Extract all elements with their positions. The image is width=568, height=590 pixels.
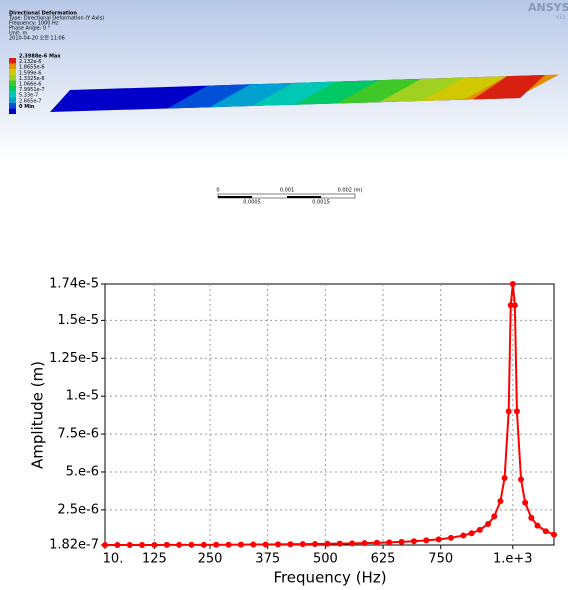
legend-swatch xyxy=(9,108,16,114)
data-point xyxy=(551,532,557,538)
data-point xyxy=(460,533,466,539)
y-tick-label: 1.e-5 xyxy=(66,389,99,404)
x-tick-label: 375 xyxy=(255,552,280,567)
data-point xyxy=(139,542,145,548)
legend-label: 0 Min xyxy=(19,104,35,110)
scale-seg xyxy=(287,196,321,198)
data-point xyxy=(510,281,516,287)
x-tick-label: 250 xyxy=(198,552,223,567)
data-point xyxy=(263,541,269,547)
legend-swatch xyxy=(9,58,16,64)
data-point xyxy=(522,500,528,506)
y-tick-label: 1.74e-5 xyxy=(49,277,99,292)
data-point xyxy=(477,527,483,533)
version: v12 xyxy=(556,15,565,21)
data-point xyxy=(151,542,157,548)
data-point xyxy=(512,302,518,308)
data-point xyxy=(176,542,182,548)
data-point xyxy=(543,528,549,534)
data-point xyxy=(337,541,343,547)
data-point xyxy=(287,541,293,547)
legend-swatch xyxy=(9,97,16,103)
data-point xyxy=(213,542,219,548)
x-tick-label: 750 xyxy=(428,552,453,567)
data-point xyxy=(514,408,520,414)
data-point xyxy=(226,542,232,548)
data-point xyxy=(250,542,256,548)
data-point xyxy=(436,536,442,542)
logo: ANSYS xyxy=(528,1,568,14)
scale-label: 0 xyxy=(216,188,219,194)
data-point xyxy=(485,521,491,527)
data-point xyxy=(300,541,306,547)
legend-swatch xyxy=(9,86,16,92)
data-point xyxy=(127,542,133,548)
scale-label: 0.002 (m) xyxy=(338,188,363,194)
data-point xyxy=(312,541,318,547)
x-tick-label: 10. xyxy=(103,552,124,567)
data-point xyxy=(238,542,244,548)
data-point xyxy=(535,523,541,529)
data-point xyxy=(518,477,524,483)
data-point xyxy=(469,530,475,536)
data-point xyxy=(423,537,429,543)
y-tick-label: 1.25e-5 xyxy=(49,351,99,366)
x-tick-label: 125 xyxy=(142,552,167,567)
y-tick-label: 7.5e-6 xyxy=(57,427,99,442)
data-point xyxy=(448,535,454,541)
legend-swatch xyxy=(9,64,16,70)
data-point xyxy=(201,542,207,548)
y-tick-label: 1.5e-5 xyxy=(57,313,99,328)
data-point xyxy=(491,513,497,519)
data-point xyxy=(114,542,120,548)
data-point xyxy=(324,541,330,547)
data-point xyxy=(164,542,170,548)
scale-label: 0.0005 xyxy=(243,200,261,206)
y-tick-label: 2.5e-6 xyxy=(57,502,99,517)
data-point xyxy=(102,542,108,548)
scale-label: 0.001 xyxy=(280,188,294,194)
x-tick-label: 1.e+3 xyxy=(493,552,533,567)
legend-swatch xyxy=(9,80,16,86)
x-axis-title: Frequency (Hz) xyxy=(273,569,386,587)
page: {"screenshot": { "logo": "ANSYS", "versi… xyxy=(0,0,568,590)
data-point xyxy=(399,539,405,545)
legend-swatch xyxy=(9,103,16,109)
chart: Frequency (Hz) Amplitude (m) 1.82e-7 2.5e… xyxy=(0,215,568,590)
plot-area xyxy=(105,284,554,545)
data-point xyxy=(528,515,534,521)
info-line: 2010-04-20 오전 11:06 xyxy=(9,35,65,42)
scale-label: 0.0015 xyxy=(312,200,330,206)
data-point xyxy=(506,408,512,414)
data-point xyxy=(502,475,508,481)
x-tick-label: 625 xyxy=(371,552,396,567)
y-axis-title: Amplitude (m) xyxy=(29,361,47,469)
y-tick-label: 1.82e-7 xyxy=(49,538,99,553)
data-point xyxy=(362,540,368,546)
data-point xyxy=(349,540,355,546)
data-point xyxy=(275,541,281,547)
legend-swatch xyxy=(9,92,16,98)
data-point xyxy=(411,538,417,544)
data-point xyxy=(497,498,503,504)
data-point xyxy=(374,540,380,546)
legend-swatch xyxy=(9,69,16,75)
y-tick-label: 5.e-6 xyxy=(66,464,99,479)
data-point xyxy=(386,539,392,545)
data-point xyxy=(189,542,195,548)
scale-seg xyxy=(218,196,252,198)
x-tick-label: 500 xyxy=(313,552,338,567)
legend-swatch xyxy=(9,75,16,81)
